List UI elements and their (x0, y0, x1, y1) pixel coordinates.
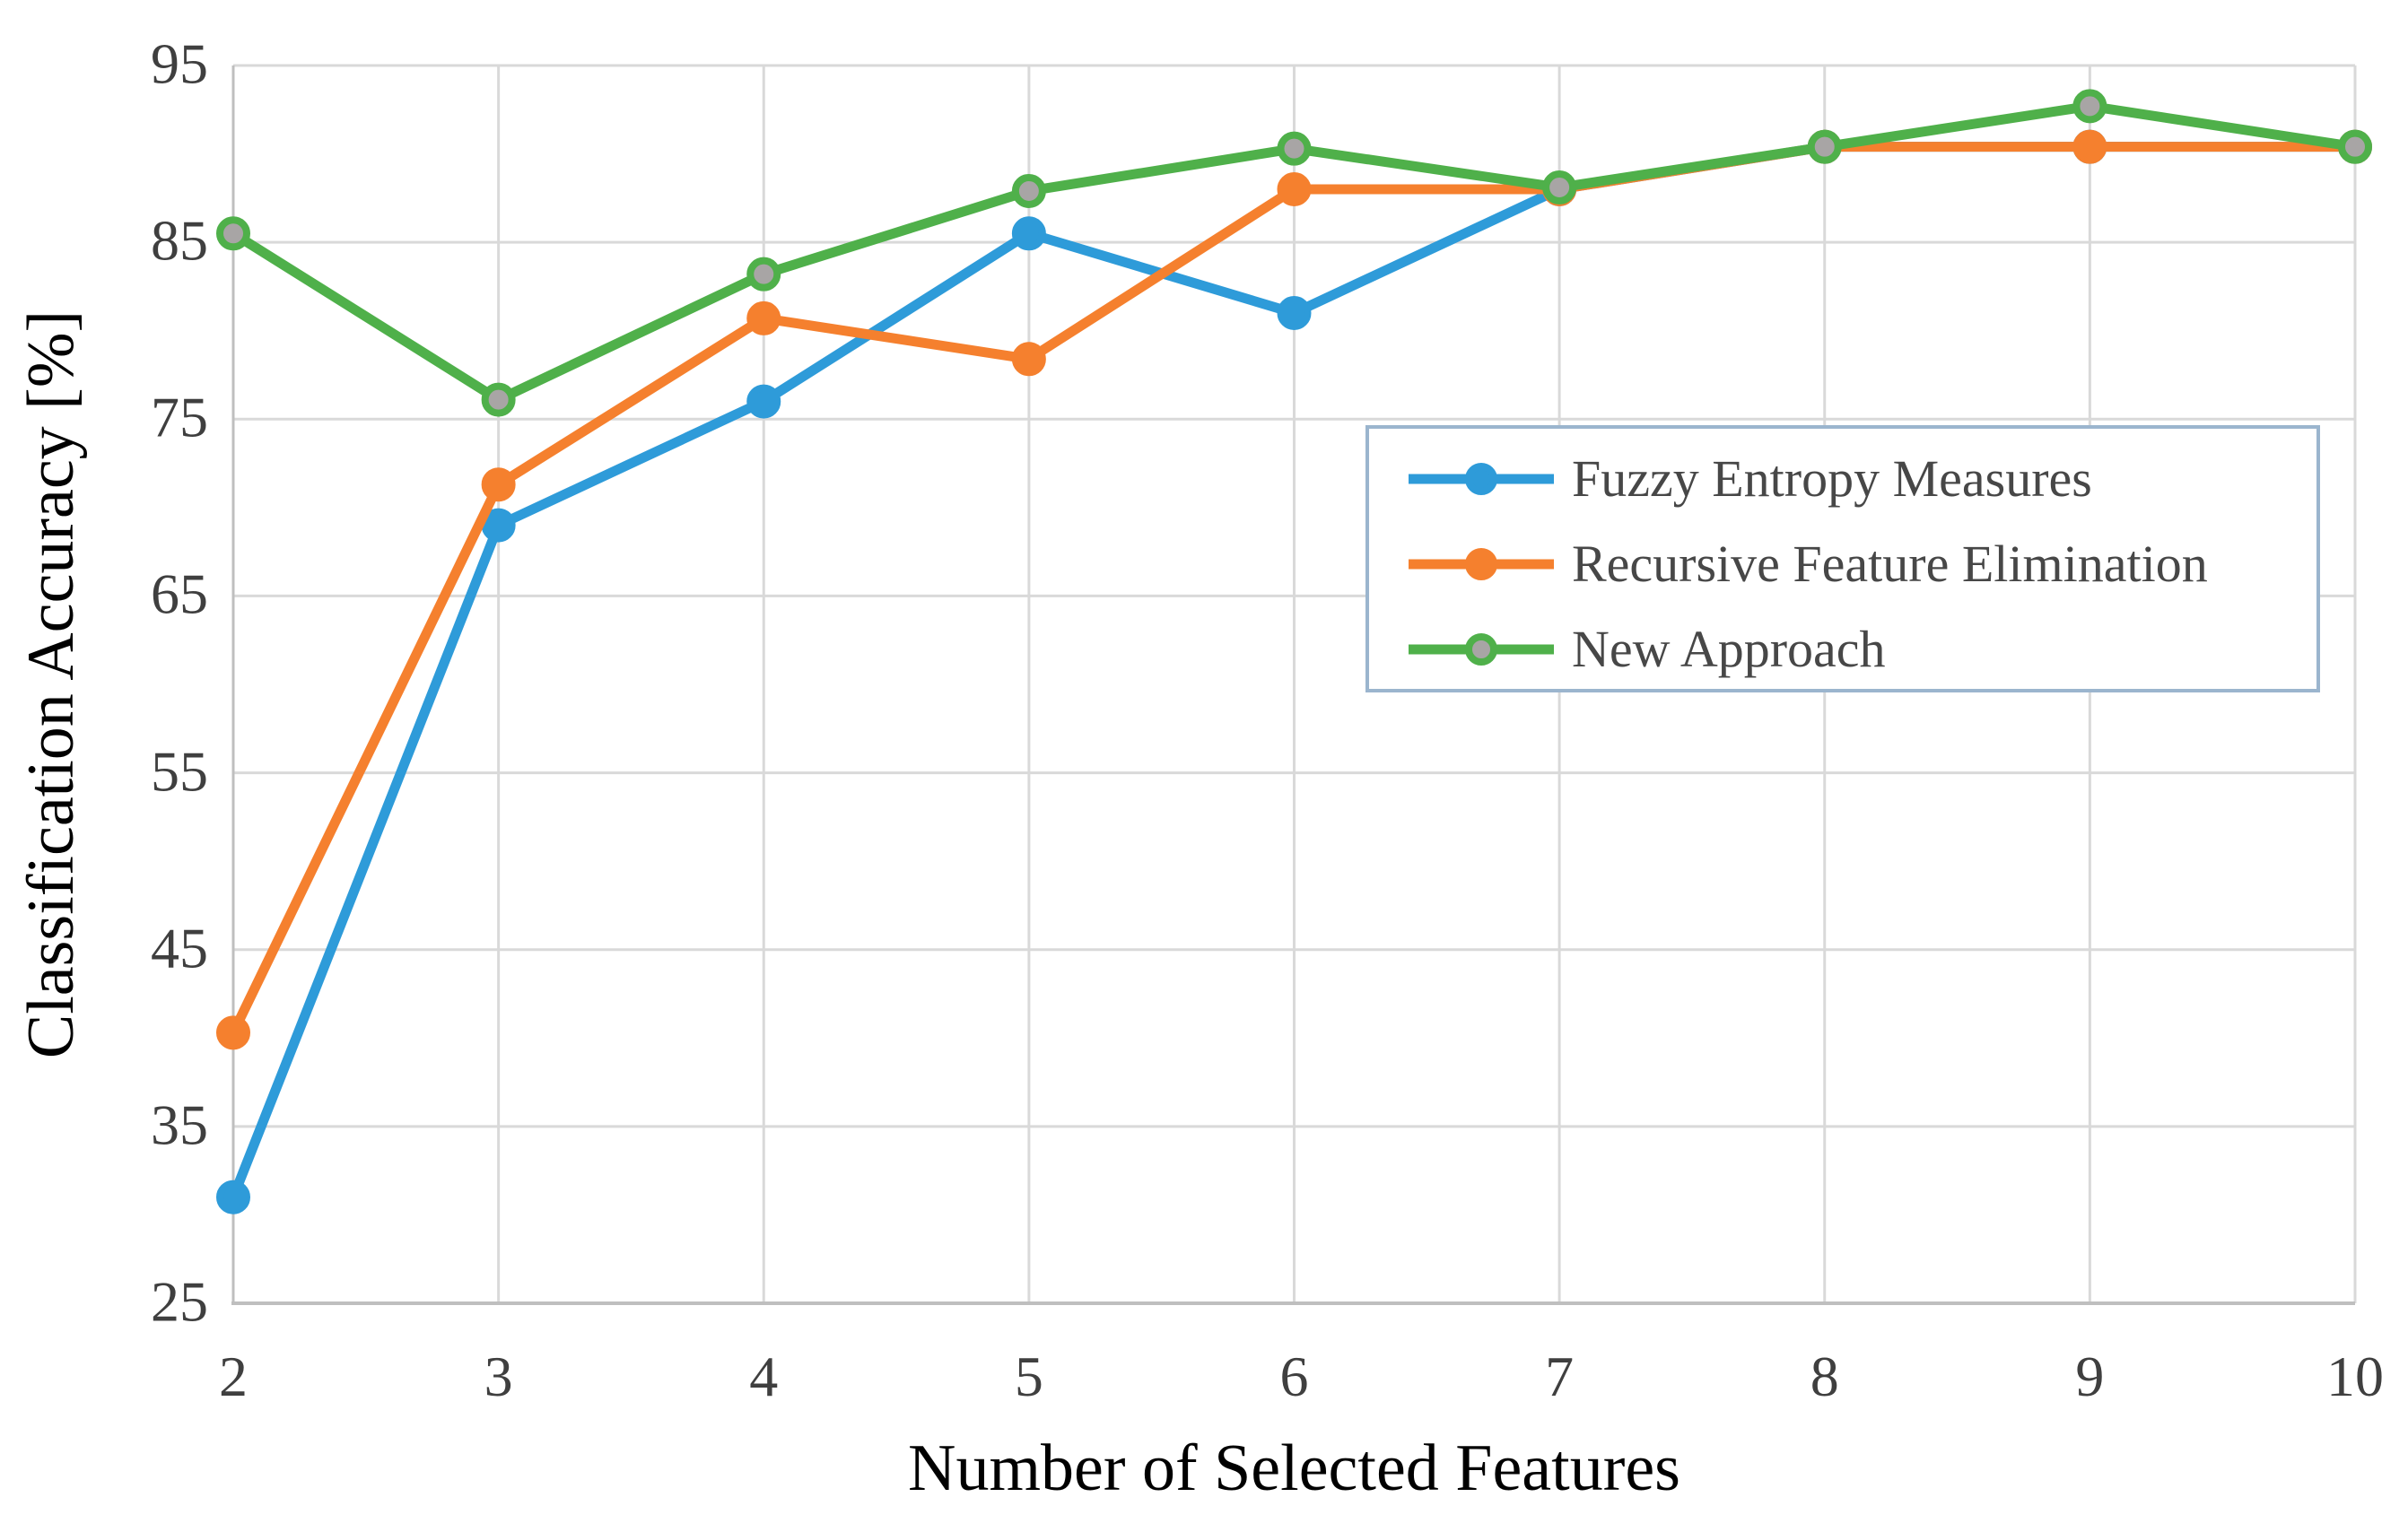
legend-item-new-approach: New Approach (1405, 606, 2316, 692)
data-point-series-2-x-7 (1542, 170, 1577, 205)
y-tick-label: 75 (151, 386, 208, 450)
data-point-series-2-x-5 (1011, 173, 1046, 208)
data-point-series-1-x-9 (2072, 129, 2107, 164)
legend-label: Fuzzy Entropy Measures (1572, 449, 2092, 508)
data-point-series-1-x-3 (481, 467, 516, 502)
x-tick-label: 9 (2075, 1345, 2105, 1408)
data-point-series-1-x-5 (1011, 342, 1046, 377)
data-point-series-2-x-4 (746, 257, 781, 292)
x-tick-label: 5 (1014, 1345, 1043, 1408)
data-point-series-2-x-2 (216, 216, 250, 251)
data-point-series-1-x-6 (1277, 172, 1312, 206)
data-point-series-1-x-2 (216, 1015, 250, 1050)
legend-item-fuzzy-entropy-measures: Fuzzy Entropy Measures (1405, 436, 2316, 521)
data-point-series-0-x-6 (1277, 296, 1312, 330)
legend-item-recursive-feature-elimination: Recursive Feature Elimination (1405, 521, 2316, 606)
y-tick-label: 95 (151, 31, 208, 96)
legend-marker-line-icon (1409, 462, 1554, 495)
data-point-series-0-x-2 (216, 1179, 250, 1214)
legend-marker-line-icon (1409, 547, 1554, 580)
y-tick-label: 85 (151, 208, 208, 273)
x-tick-label: 4 (749, 1345, 779, 1408)
data-point-series-0-x-3 (481, 508, 516, 543)
legend-marker-line-icon (1409, 632, 1554, 666)
x-tick-label: 2 (219, 1345, 248, 1408)
y-tick-label: 25 (151, 1269, 208, 1334)
y-tick-label: 65 (151, 562, 208, 627)
legend-label: New Approach (1572, 620, 1886, 678)
x-tick-label: 6 (1279, 1345, 1309, 1408)
data-point-series-0-x-5 (1011, 216, 1046, 251)
y-tick-label: 45 (151, 916, 208, 980)
y-tick-label: 55 (151, 739, 208, 804)
legend: Fuzzy Entropy Measures Recursive Feature… (1365, 425, 2320, 692)
data-point-series-2-x-10 (2338, 129, 2372, 164)
y-axis-title: Classification Accuracy [%] (14, 309, 88, 1059)
legend-label: Recursive Feature Elimination (1572, 535, 2208, 593)
data-point-series-2-x-6 (1277, 131, 1312, 166)
data-point-series-2-x-3 (481, 382, 516, 417)
data-point-series-2-x-9 (2072, 89, 2107, 124)
data-point-series-1-x-4 (746, 300, 781, 335)
x-axis-title: Number of Selected Features (908, 1432, 1680, 1505)
y-tick-label: 35 (151, 1092, 208, 1157)
data-point-series-2-x-8 (1807, 129, 1842, 164)
x-tick-label: 7 (1545, 1345, 1575, 1408)
data-point-series-0-x-4 (746, 384, 781, 419)
x-tick-label: 3 (484, 1345, 513, 1408)
x-tick-label: 10 (2326, 1345, 2384, 1408)
x-tick-label: 8 (1810, 1345, 1839, 1408)
